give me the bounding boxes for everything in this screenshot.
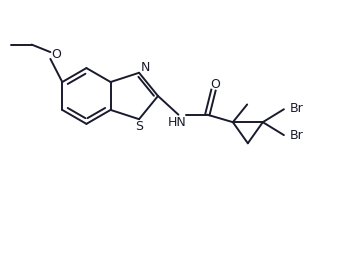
Text: O: O bbox=[51, 48, 61, 61]
Text: Br: Br bbox=[290, 102, 304, 115]
Text: Br: Br bbox=[290, 129, 304, 142]
Text: S: S bbox=[135, 120, 143, 133]
Text: N: N bbox=[141, 61, 150, 74]
Text: HN: HN bbox=[167, 116, 186, 129]
Text: O: O bbox=[210, 77, 220, 90]
